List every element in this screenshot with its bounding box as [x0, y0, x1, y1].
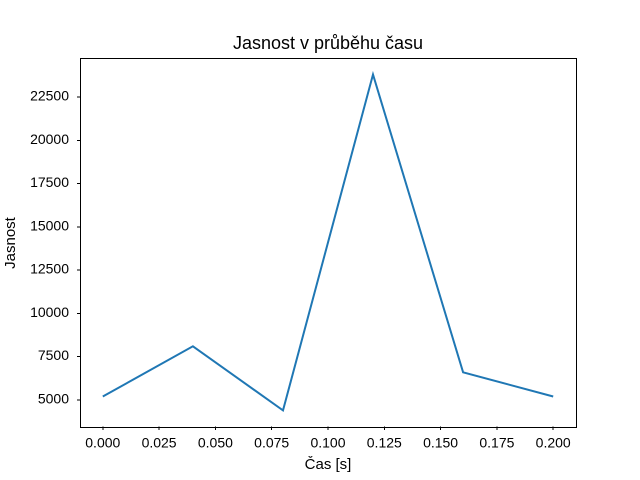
- svg-text:0.025: 0.025: [142, 435, 177, 451]
- svg-text:20000: 20000: [30, 131, 69, 147]
- svg-text:0.200: 0.200: [536, 435, 571, 451]
- svg-text:Čas [s]: Čas [s]: [305, 456, 352, 473]
- svg-text:0.150: 0.150: [423, 435, 458, 451]
- svg-text:0.100: 0.100: [310, 435, 345, 451]
- svg-text:Jasnost v průběhu času: Jasnost v průběhu času: [233, 33, 423, 53]
- svg-text:0.050: 0.050: [198, 435, 233, 451]
- svg-text:12500: 12500: [30, 261, 69, 277]
- svg-text:5000: 5000: [38, 391, 69, 407]
- svg-text:22500: 22500: [30, 88, 69, 104]
- svg-text:0.125: 0.125: [367, 435, 402, 451]
- svg-text:10000: 10000: [30, 304, 69, 320]
- svg-text:0.075: 0.075: [254, 435, 289, 451]
- svg-text:17500: 17500: [30, 174, 69, 190]
- svg-text:15000: 15000: [30, 217, 69, 233]
- svg-text:0.175: 0.175: [479, 435, 514, 451]
- svg-text:7500: 7500: [38, 347, 69, 363]
- svg-text:Jasnost: Jasnost: [2, 216, 19, 269]
- svg-text:0.000: 0.000: [85, 435, 120, 451]
